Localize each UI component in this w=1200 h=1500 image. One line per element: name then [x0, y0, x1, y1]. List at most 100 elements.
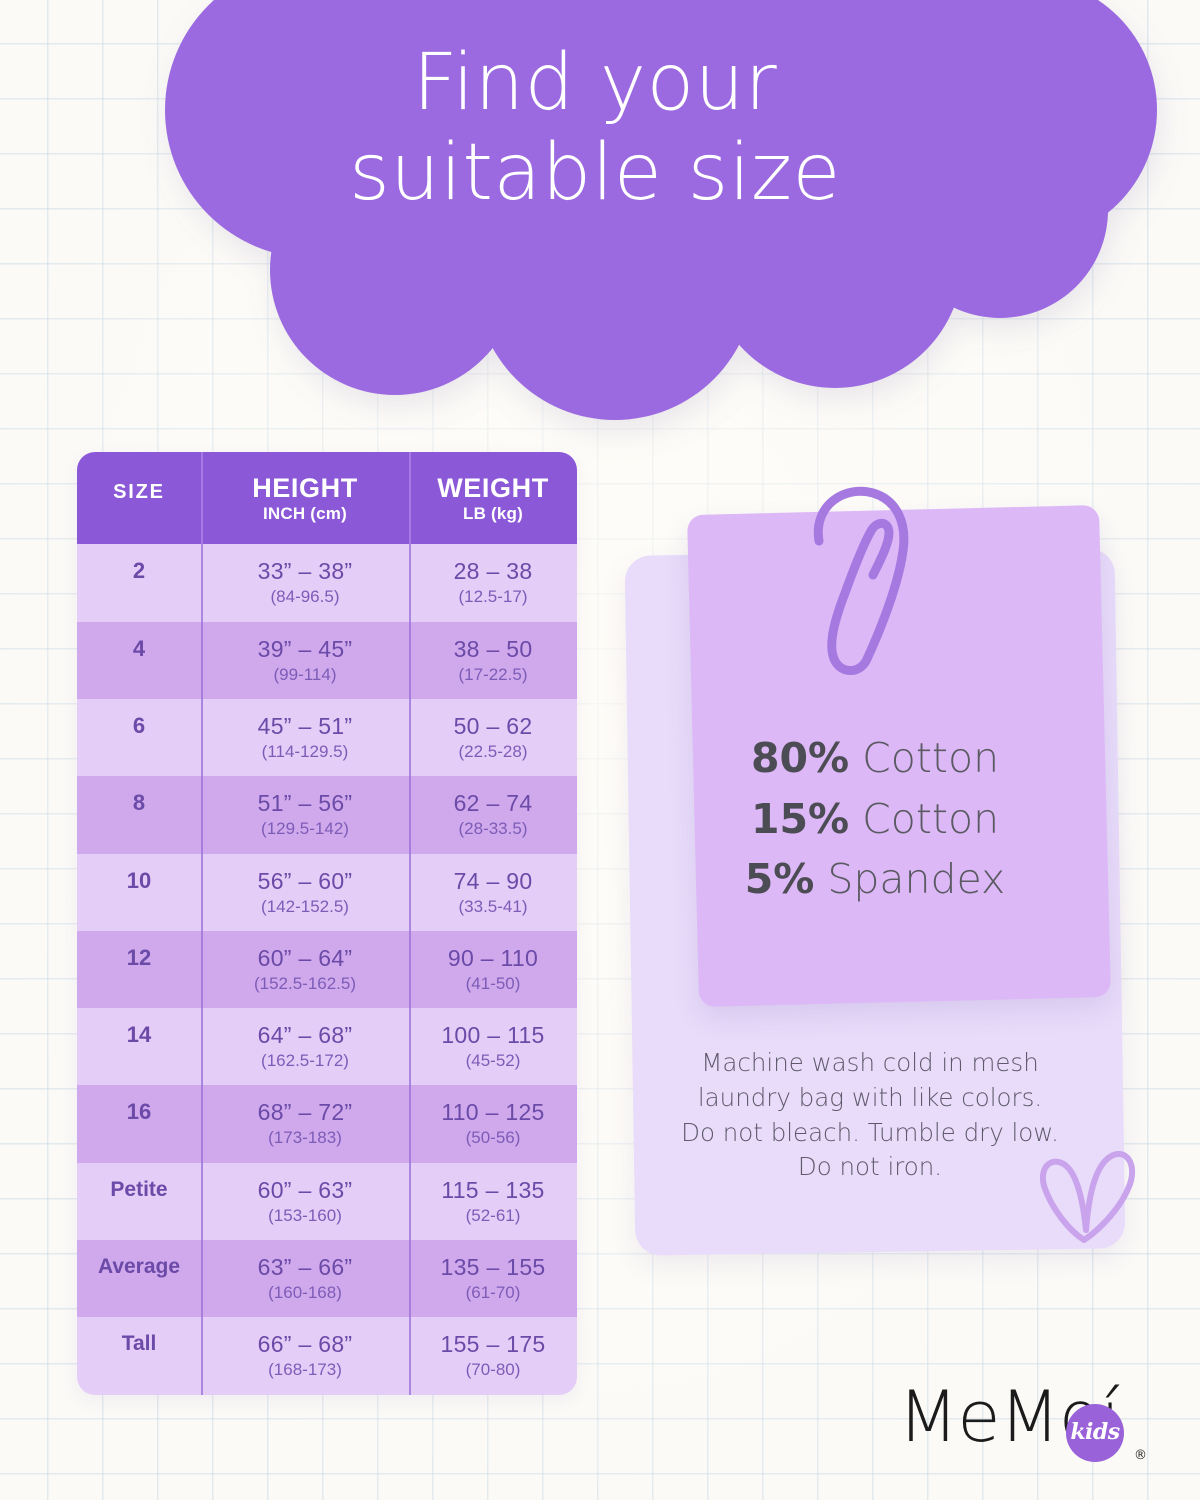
weight-lb: 155 – 175 [440, 1331, 546, 1358]
height-cm: (173-183) [268, 1128, 342, 1148]
weight-lb: 135 – 155 [440, 1254, 546, 1281]
weight-kg: (12.5-17) [458, 587, 528, 607]
table-header-weight: WEIGHT LB (kg) [409, 452, 577, 545]
page-title: Find your suitable size [349, 38, 841, 219]
size-value: Tall [121, 1332, 157, 1356]
cell-size: 12 [77, 931, 201, 1008]
kids-badge-label: kids [1070, 1419, 1120, 1445]
cell-height: 45” – 51” (114-129.5) [201, 698, 409, 777]
height-cm: (152.5-162.5) [253, 973, 357, 993]
weight-kg: (17-22.5) [458, 664, 528, 684]
weight-lb: 115 – 135 [441, 1176, 545, 1203]
table-row: 2 33” – 38” (84-96.5) 28 – 38 (12.5-17) [77, 544, 577, 622]
cell-weight: 155 – 175 (70-80) [409, 1317, 577, 1395]
size-chart-table: SIZE HEIGHT INCH (cm) WEIGHT LB (kg) 2 3… [77, 452, 577, 1395]
weight-kg: (61-70) [465, 1283, 521, 1303]
composition-material: Cotton [862, 734, 1000, 782]
height-cm: (153-160) [268, 1205, 342, 1225]
weight-lb: 110 – 125 [441, 1099, 545, 1126]
height-cm: (160-168) [268, 1283, 342, 1303]
table-row: Average 63” – 66” (160-168) 135 – 155 (61-… [77, 1240, 577, 1318]
cell-height: 68” – 72” (173-183) [201, 1085, 409, 1164]
cell-size: 8 [77, 776, 201, 853]
composition-line: 80% Cotton [660, 728, 1090, 789]
weight-kg: (33.5-41) [458, 896, 528, 916]
height-cm: (168-173) [268, 1360, 342, 1380]
cell-height: 39” – 45” (99-114) [201, 621, 409, 700]
cell-size: Average [77, 1240, 201, 1317]
table-row: 14 64” – 68” (162.5-172) 100 – 115 (45-52) [77, 1008, 577, 1086]
cell-height: 64” – 68” (162.5-172) [201, 1008, 409, 1086]
weight-kg: (22.5-28) [458, 741, 528, 761]
cell-size: 6 [77, 699, 201, 776]
height-inch: 68” – 72” [257, 1099, 353, 1126]
header-height-label: HEIGHT [252, 473, 358, 503]
composition-material: Cotton [862, 794, 1000, 843]
height-cm: (84-96.5) [270, 587, 340, 607]
kids-badge: kids [1066, 1404, 1124, 1462]
weight-kg: (28-33.5) [458, 819, 528, 839]
cell-size: 10 [77, 854, 201, 931]
weight-lb: 50 – 62 [453, 712, 533, 739]
cell-weight: 62 – 74 (28-33.5) [409, 776, 577, 854]
size-value: 10 [126, 867, 152, 893]
size-value: 2 [132, 558, 146, 584]
height-inch: 60” – 63” [257, 1176, 353, 1203]
size-value: 8 [132, 790, 146, 816]
size-value: Petite [110, 1177, 168, 1201]
size-value: 12 [126, 944, 152, 970]
cell-size: 2 [77, 544, 201, 621]
table-row: 8 51” – 56” (129.5-142) 62 – 74 (28-33.5) [77, 776, 577, 854]
heart-icon [1036, 1148, 1141, 1258]
weight-kg: (52-61) [465, 1205, 521, 1225]
table-header-size: SIZE [77, 452, 201, 544]
cell-height: 63” – 66” (160-168) [201, 1240, 409, 1318]
cell-height: 33” – 38” (84-96.5) [201, 544, 409, 622]
cell-size: 14 [77, 1008, 201, 1085]
cell-size: Tall [77, 1317, 201, 1394]
cell-height: 56” – 60” (142-152.5) [201, 853, 409, 932]
cell-size: 16 [77, 1085, 201, 1162]
cell-size: 4 [77, 622, 201, 699]
composition-percent: 80% [750, 734, 850, 782]
material-composition: 80% Cotton 15% Cotton 5% Spandex [660, 728, 1090, 910]
cell-weight: 50 – 62 (22.5-28) [409, 698, 577, 777]
weight-kg: (50-56) [465, 1128, 521, 1148]
care-instructions: Machine wash cold in mesh laundry bag wi… [681, 1048, 1059, 1182]
brand-logo: MeMoí kids ® [898, 1382, 1148, 1482]
height-inch: 64” – 68” [257, 1022, 353, 1049]
height-inch: 56” – 60” [257, 867, 353, 894]
weight-lb: 38 – 50 [453, 635, 533, 662]
height-inch: 45” – 51” [257, 712, 353, 739]
weight-lb: 100 – 115 [441, 1022, 545, 1049]
height-cm: (162.5-172) [261, 1051, 349, 1071]
table-row: Tall 66” – 68” (168-173) 155 – 175 (70-80) [77, 1317, 577, 1395]
table-row: 10 56” – 60” (142-152.5) 74 – 90 (33.5-41) [77, 853, 577, 932]
height-cm: (129.5-142) [261, 819, 349, 839]
table-row: 4 39” – 45” (99-114) 38 – 50 (17-22.5) [77, 621, 577, 700]
height-cm: (114-129.5) [261, 741, 349, 761]
cell-weight: 110 – 125 (50-56) [409, 1085, 577, 1164]
cell-height: 66” – 68” (168-173) [201, 1317, 409, 1395]
table-header-row: SIZE HEIGHT INCH (cm) WEIGHT LB (kg) [77, 452, 577, 545]
composition-percent: 5% [744, 855, 815, 904]
height-inch: 33” – 38” [257, 558, 353, 585]
cell-weight: 28 – 38 (12.5-17) [409, 544, 577, 622]
composition-line: 5% Spandex [660, 849, 1090, 910]
cell-height: 60” – 64” (152.5-162.5) [201, 930, 409, 1009]
height-cm: (142-152.5) [261, 896, 349, 916]
header-size-label: SIZE [113, 481, 165, 503]
height-inch: 60” – 64” [257, 944, 353, 971]
weight-lb: 62 – 74 [453, 790, 533, 817]
size-value: 4 [132, 635, 146, 661]
size-value: 16 [126, 1099, 152, 1125]
table-row: 12 60” – 64” (152.5-162.5) 90 – 110 (41-50… [77, 930, 577, 1009]
cell-height: 60” – 63” (153-160) [201, 1162, 409, 1241]
cell-weight: 38 – 50 (17-22.5) [409, 621, 577, 700]
paperclip-icon [793, 483, 923, 683]
height-inch: 66” – 68” [257, 1331, 353, 1358]
table-row: 6 45” – 51” (114-129.5) 50 – 62 (22.5-28) [77, 698, 577, 777]
height-inch: 39” – 45” [257, 635, 353, 662]
registered-trademark-icon: ® [1134, 1448, 1147, 1463]
composition-percent: 15% [750, 794, 850, 843]
